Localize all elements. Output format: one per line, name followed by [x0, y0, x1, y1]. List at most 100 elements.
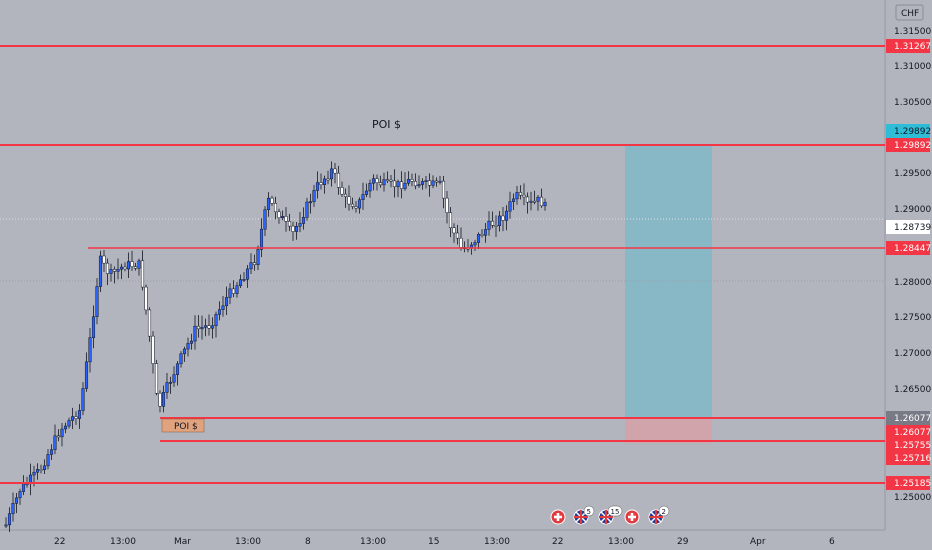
time-axis-label: 13:00 [360, 537, 386, 547]
candle-body [490, 220, 495, 226]
candle-body [445, 197, 449, 213]
candle-body [60, 428, 64, 438]
price-axis-label: 1.28000 [894, 278, 931, 288]
poi-upper-label[interactable]: POI $ [372, 118, 401, 131]
price-tag-low-b[interactable] [886, 438, 930, 452]
economic-events[interactable]: 5 15 2 [550, 505, 670, 525]
candle-body [494, 225, 498, 227]
candle-body [508, 201, 512, 212]
candle-body [385, 179, 390, 182]
candle-body [322, 178, 327, 185]
candle-body [273, 203, 278, 213]
candle-body [203, 325, 208, 328]
candle-body [532, 200, 537, 203]
candle-body [378, 182, 383, 186]
candle-body [77, 410, 82, 419]
candle-body [336, 172, 341, 188]
stop-zone[interactable] [625, 418, 712, 443]
candle-body [130, 261, 134, 267]
price-tag-low-c[interactable] [886, 451, 930, 465]
candle-body [473, 242, 477, 246]
candle-body [504, 210, 509, 221]
candle-body [539, 196, 544, 207]
price-tag-poi-high-text: 1.29892 [894, 141, 931, 151]
candle-body [196, 325, 201, 330]
price-tag-low-a-red[interactable] [886, 425, 930, 439]
candle-body [49, 449, 54, 455]
candle-body [403, 182, 407, 189]
candle-body [11, 503, 15, 514]
candle-body [144, 286, 148, 311]
candle-body [186, 343, 190, 350]
candle-body [277, 211, 281, 219]
candle-body [53, 435, 57, 450]
candle-body [126, 261, 131, 270]
price-tag-low-a[interactable] [886, 411, 930, 425]
price-tag-current-text: 1.28739 [894, 223, 931, 233]
candle-body [291, 225, 295, 232]
candle-body [256, 249, 260, 265]
price-axis-label: 1.31000 [894, 62, 931, 72]
candle-body [312, 190, 316, 202]
candle-body [35, 469, 40, 473]
candle-body [231, 288, 236, 294]
candle-body [396, 181, 400, 187]
event-badge [607, 505, 623, 517]
price-tag-top[interactable] [886, 39, 930, 53]
uk-flag-icon[interactable] [573, 509, 589, 525]
candle-body [200, 327, 204, 330]
candle-body [133, 266, 138, 269]
candle-body [214, 314, 218, 326]
candle-body [375, 178, 379, 183]
candle-body [252, 262, 257, 265]
candle-body [371, 178, 376, 184]
candle-body [497, 215, 502, 226]
candle-body [525, 196, 530, 203]
candle-body [431, 180, 435, 186]
currency-box[interactable] [895, 4, 924, 21]
price-axis-label: 1.30500 [894, 98, 931, 108]
price-axis-background[interactable] [885, 0, 932, 550]
time-axis-label: 22 [54, 537, 65, 547]
price-tag-mid[interactable] [886, 241, 930, 255]
candle-body [88, 337, 92, 363]
candle-body [501, 215, 505, 221]
candle-body [158, 392, 162, 407]
candle-body [399, 181, 404, 189]
swiss-flag-icon[interactable] [624, 509, 640, 525]
price-tag-bottom[interactable] [886, 476, 930, 490]
candle-body [116, 268, 120, 272]
candle-body [536, 196, 540, 202]
candle-body [182, 348, 187, 355]
price-tag-poi-high[interactable] [886, 138, 930, 152]
candle-body [319, 182, 323, 185]
swiss-flag-icon[interactable] [550, 509, 566, 525]
time-axis-label: 13:00 [484, 537, 510, 547]
candle-body [417, 184, 421, 187]
event-badge [658, 505, 670, 517]
time-axis-label: 13:00 [110, 537, 136, 547]
candle-body [518, 192, 523, 196]
candle-body [455, 232, 460, 239]
candle-body [487, 220, 491, 230]
candle-body [350, 203, 355, 207]
candle-body [410, 179, 414, 182]
price-tag-poi-high-current[interactable] [886, 124, 930, 138]
candle-body [56, 435, 61, 438]
price-axis-label: 1.26500 [894, 385, 931, 395]
candle-body [406, 179, 411, 184]
price-tag-current[interactable] [886, 220, 930, 234]
candlestick-series [4, 161, 547, 532]
target-zone[interactable] [625, 145, 712, 418]
poi-lower-box[interactable] [161, 418, 205, 433]
candle-body [193, 325, 197, 342]
candle-body [280, 216, 285, 219]
time-axis-label: Apr [750, 537, 766, 547]
candle-body [389, 179, 393, 182]
candle-body [368, 182, 372, 192]
candle-body [515, 192, 519, 200]
candle-body [84, 361, 89, 389]
candle-body [235, 285, 239, 294]
time-axis-label: 6 [829, 537, 835, 547]
